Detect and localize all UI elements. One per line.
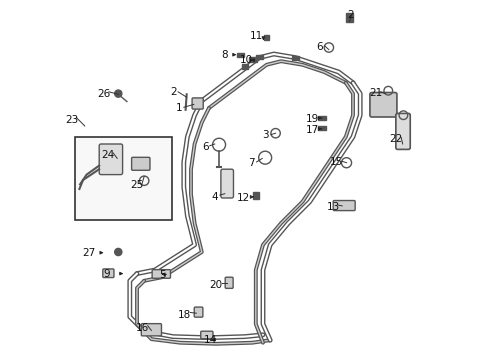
Text: 19: 19 [306, 114, 319, 124]
Text: 20: 20 [210, 280, 223, 290]
Text: 13: 13 [326, 202, 340, 212]
Text: 9: 9 [103, 269, 110, 279]
FancyBboxPatch shape [370, 93, 397, 117]
Bar [242, 64, 248, 69]
FancyBboxPatch shape [132, 157, 150, 170]
Text: 6: 6 [317, 42, 323, 52]
Bar [292, 56, 298, 60]
Text: 8: 8 [221, 50, 228, 60]
Circle shape [115, 248, 122, 256]
FancyBboxPatch shape [192, 98, 203, 109]
FancyBboxPatch shape [152, 270, 171, 278]
Circle shape [115, 90, 122, 97]
Text: 12: 12 [237, 193, 250, 203]
Text: 16: 16 [136, 323, 149, 333]
Text: 21: 21 [369, 88, 382, 98]
Text: 6: 6 [202, 142, 209, 152]
Bar [346, 13, 353, 22]
Bar [237, 53, 245, 57]
Text: 3: 3 [263, 130, 269, 140]
FancyBboxPatch shape [99, 144, 122, 175]
Bar [318, 116, 326, 120]
FancyBboxPatch shape [141, 324, 162, 336]
Text: 23: 23 [65, 114, 78, 125]
Text: 22: 22 [390, 134, 403, 144]
FancyBboxPatch shape [225, 277, 233, 288]
FancyBboxPatch shape [333, 201, 355, 211]
Text: 26: 26 [97, 89, 111, 99]
Text: 5: 5 [159, 270, 166, 280]
Bar [318, 126, 326, 130]
Text: 24: 24 [101, 150, 115, 160]
FancyBboxPatch shape [103, 269, 114, 278]
Bar [264, 35, 269, 40]
Text: 14: 14 [204, 335, 217, 345]
FancyBboxPatch shape [201, 331, 213, 339]
Text: 17: 17 [306, 125, 319, 135]
Text: 11: 11 [250, 31, 264, 41]
Bar [256, 55, 263, 59]
Text: 18: 18 [178, 310, 192, 320]
Text: 15: 15 [330, 157, 343, 167]
Bar [252, 192, 259, 199]
Text: 10: 10 [240, 55, 253, 66]
Text: 27: 27 [82, 248, 96, 258]
Bar [248, 57, 257, 62]
Text: 1: 1 [176, 103, 183, 113]
Text: 2: 2 [171, 87, 177, 97]
Text: 2: 2 [347, 10, 354, 20]
Text: 25: 25 [130, 180, 144, 190]
FancyBboxPatch shape [194, 307, 203, 317]
Text: 4: 4 [212, 192, 219, 202]
FancyBboxPatch shape [221, 169, 233, 198]
Text: 7: 7 [248, 158, 255, 168]
Bar [75, 137, 172, 220]
FancyBboxPatch shape [396, 113, 410, 149]
